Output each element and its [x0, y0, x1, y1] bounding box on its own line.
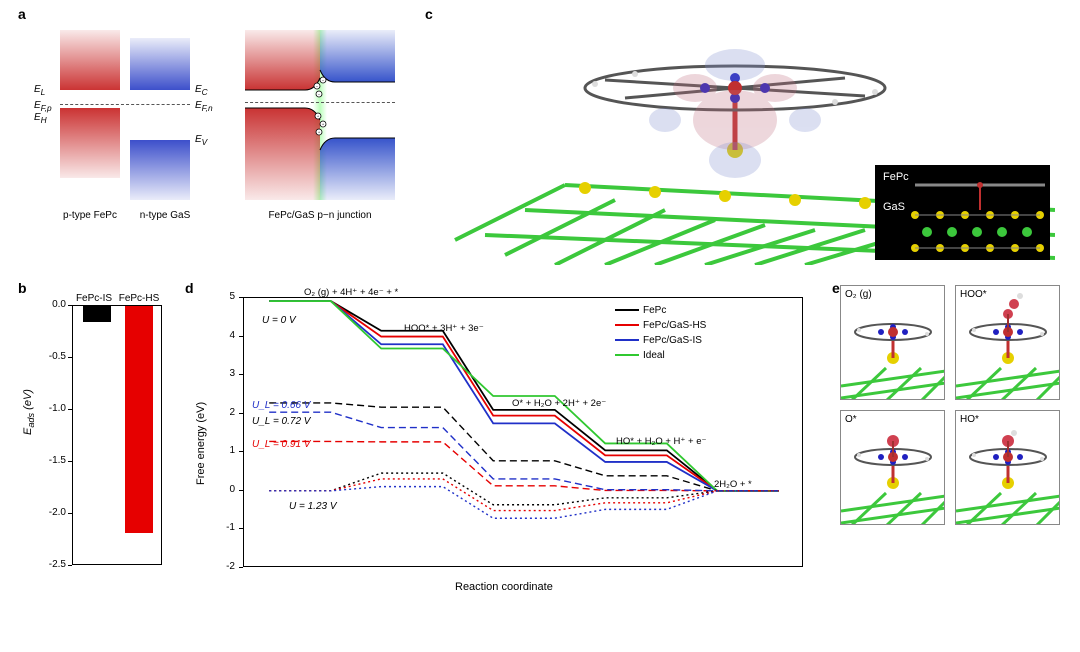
inset-fepc: FePc	[883, 171, 909, 183]
panel-label-a: a	[18, 6, 26, 22]
panel-a: EL EF,p EH EC EF,n EV	[30, 10, 410, 235]
legend-d: FePc FePc/GaS-HS FePc/GaS-IS Ideal	[615, 303, 706, 363]
panel-label-d: d	[185, 280, 194, 296]
label-junction: FePc/GaS p−n junction	[245, 210, 395, 221]
inset-gas: GaS	[883, 201, 905, 213]
xlabel-b-0: FePc-IS	[74, 293, 114, 304]
panel-e: O₂ (g) HOO*	[840, 285, 1065, 615]
panel-label-b: b	[18, 280, 27, 296]
step-label-1: HOO* + 3H⁺ + 3e⁻	[404, 323, 484, 334]
step-label-3: HO* + H₂O + H⁺ + e⁻	[616, 436, 707, 447]
panel-b: 0.0 -0.5 -1.0 -1.5 -2.0 -2.5 Eads (eV) F…	[30, 285, 165, 615]
panel-label-c: c	[425, 6, 433, 22]
panel-label-e: e	[832, 280, 840, 296]
xlabel-d: Reaction coordinate	[455, 581, 553, 593]
label-EL: EL	[34, 84, 45, 97]
ecell-label-1: HOO*	[960, 289, 987, 300]
label-EFn: EF,n	[195, 100, 213, 113]
label-EC: EC	[195, 84, 208, 97]
label-ptype: p-type FePc	[50, 210, 130, 221]
panel-d: O₂ (g) + 4H⁺ + 4e⁻ + * HOO* + 3H⁺ + 3e⁻ O*…	[195, 285, 825, 615]
ylabel-d: Free energy (eV)	[195, 402, 207, 485]
ecell-1: HOO*	[955, 285, 1060, 400]
label-EV: EV	[195, 134, 207, 147]
step-label-4: 2H₂O + *	[714, 479, 752, 490]
ylabel-b: Eads (eV)	[22, 389, 36, 435]
step-label-2: O* + H₂O + 2H⁺ + 2e⁻	[512, 398, 606, 409]
step-label-0: O₂ (g) + 4H⁺ + 4e⁻ + *	[304, 287, 398, 298]
panel-c: FePc GaS	[435, 10, 1055, 265]
ecell-label-2: O*	[845, 414, 857, 425]
label-ntype: n-type GaS	[125, 210, 205, 221]
ecell-2: O*	[840, 410, 945, 525]
bar-1	[125, 306, 153, 533]
ecell-0: O₂ (g)	[840, 285, 945, 400]
ecell-label-0: O₂ (g)	[845, 289, 872, 300]
ecell-3: HO*	[955, 410, 1060, 525]
xlabel-b-1: FePc-HS	[116, 293, 162, 304]
label-EH: EH	[34, 112, 47, 125]
ecell-label-3: HO*	[960, 414, 979, 425]
bar-0	[83, 306, 111, 322]
